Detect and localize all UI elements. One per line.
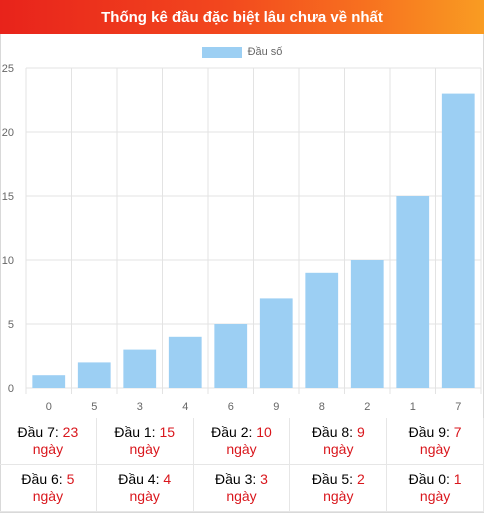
chart-title: Thống kê đầu đặc biệt lâu chưa về nhất: [101, 8, 383, 26]
stat-line: Đầu 2: 10: [211, 424, 272, 441]
x-tick-label: 3: [137, 401, 143, 413]
y-tick-label: 10: [2, 255, 14, 267]
legend-swatch: [201, 46, 242, 58]
stat-label: Đầu 6:: [21, 471, 63, 487]
stat-value: 10: [256, 424, 272, 440]
stat-value: 9: [356, 424, 365, 440]
x-tick-label: 1: [410, 401, 416, 413]
stat-value: 7: [453, 424, 462, 440]
stat-label: Đầu 3:: [215, 471, 257, 487]
stats-grid: Đầu 7: 23 ngày Đầu 1: 15 ngày Đầu 2: 10 ngày Đ…: [0, 418, 484, 513]
x-tick-label: 9: [273, 401, 279, 413]
stat-line: Đầu 5: 2: [312, 471, 365, 488]
x-tick-label: 5: [91, 401, 97, 413]
stat-label: Đầu 9:: [408, 424, 450, 440]
bar-5: [77, 362, 111, 388]
stat-label: Đầu 2:: [211, 424, 253, 440]
stat-value: 1: [453, 471, 462, 487]
stat-cell: Đầu 5: 2 ngày: [290, 465, 388, 512]
stat-unit: ngày: [323, 488, 354, 504]
bar-2: [350, 260, 384, 388]
stat-value: 4: [163, 471, 172, 487]
stat-line: Đầu 1: 15: [114, 424, 175, 441]
stat-value: 23: [62, 424, 79, 440]
stat-value: 3: [260, 471, 268, 487]
stat-unit: ngày: [226, 441, 257, 457]
stat-unit: ngày: [323, 441, 354, 457]
stat-unit: ngày: [32, 488, 64, 504]
x-tick-label: 2: [364, 401, 370, 413]
stat-line: Đầu 3: 3: [215, 471, 268, 488]
y-tick-label: 0: [8, 383, 14, 395]
bar-1: [396, 196, 430, 388]
stat-cell: Đầu 1: 15 ngày: [96, 418, 194, 465]
x-tick-label: 8: [319, 401, 325, 413]
y-tick-label: 15: [2, 191, 14, 203]
legend-label: Đầu số: [247, 46, 283, 58]
stat-value: 2: [356, 471, 365, 487]
stat-label: Đầu 8:: [311, 424, 354, 440]
stat-label: Đầu 7:: [17, 424, 59, 440]
stat-label: Đầu 5:: [311, 471, 354, 487]
stat-label: Đầu 4:: [118, 471, 160, 487]
stat-cell: Đầu 9: 7 ngày: [387, 418, 484, 465]
stat-value: 15: [159, 424, 176, 440]
x-tick-label: 6: [228, 401, 234, 413]
x-tick-label: 7: [455, 401, 461, 413]
bar-7: [441, 93, 475, 388]
bar-6: [214, 324, 248, 388]
stat-value: 5: [66, 471, 75, 487]
bar-4: [168, 336, 202, 388]
stat-unit: ngày: [32, 441, 64, 457]
bar-9: [259, 298, 293, 388]
bar-8: [305, 272, 339, 388]
bar-chart: 0 5 10 15 20 25 0 5 3 4 6 9 8 2 1 7: [2, 63, 482, 413]
y-tick-label: 25: [2, 63, 14, 75]
y-tick-label: 20: [2, 127, 14, 139]
bar-3: [123, 349, 157, 388]
stat-cell: Đầu 8: 9 ngày: [290, 418, 388, 465]
bar-0: [32, 375, 66, 388]
stat-cell: Đầu 2: 10 ngày: [193, 418, 291, 465]
stat-unit: ngày: [129, 488, 160, 504]
stat-unit: ngày: [419, 488, 451, 504]
stat-unit: ngày: [129, 441, 160, 457]
stat-line: Đầu 7: 23: [18, 424, 79, 441]
stat-cell: Đầu 3: 3 ngày: [193, 465, 291, 512]
chart-legend[interactable]: Đầu số: [0, 44, 484, 60]
stat-line: Đầu 6: 5: [21, 471, 74, 488]
stat-line: Đầu 4: 4: [118, 471, 171, 488]
x-tick-label: 0: [46, 401, 52, 413]
x-tick-label: 4: [182, 401, 188, 413]
stat-line: Đầu 9: 7: [409, 424, 462, 441]
stat-cell: Đầu 6: 5 ngày: [0, 465, 97, 512]
stat-line: Đầu 8: 9: [312, 424, 365, 441]
y-tick-label: 5: [8, 319, 14, 331]
stat-unit: ngày: [419, 441, 451, 457]
chart-header: Thống kê đầu đặc biệt lâu chưa về nhất: [0, 0, 484, 34]
stat-cell: Đầu 4: 4 ngày: [96, 465, 194, 512]
stat-line: Đầu 0: 1: [409, 471, 462, 488]
stat-cell: Đầu 7: 23 ngày: [0, 418, 97, 465]
stat-unit: ngày: [226, 488, 257, 504]
stat-label: Đầu 1:: [114, 424, 156, 440]
stat-cell: Đầu 0: 1 ngày: [387, 465, 484, 512]
stat-label: Đầu 0:: [408, 471, 450, 487]
